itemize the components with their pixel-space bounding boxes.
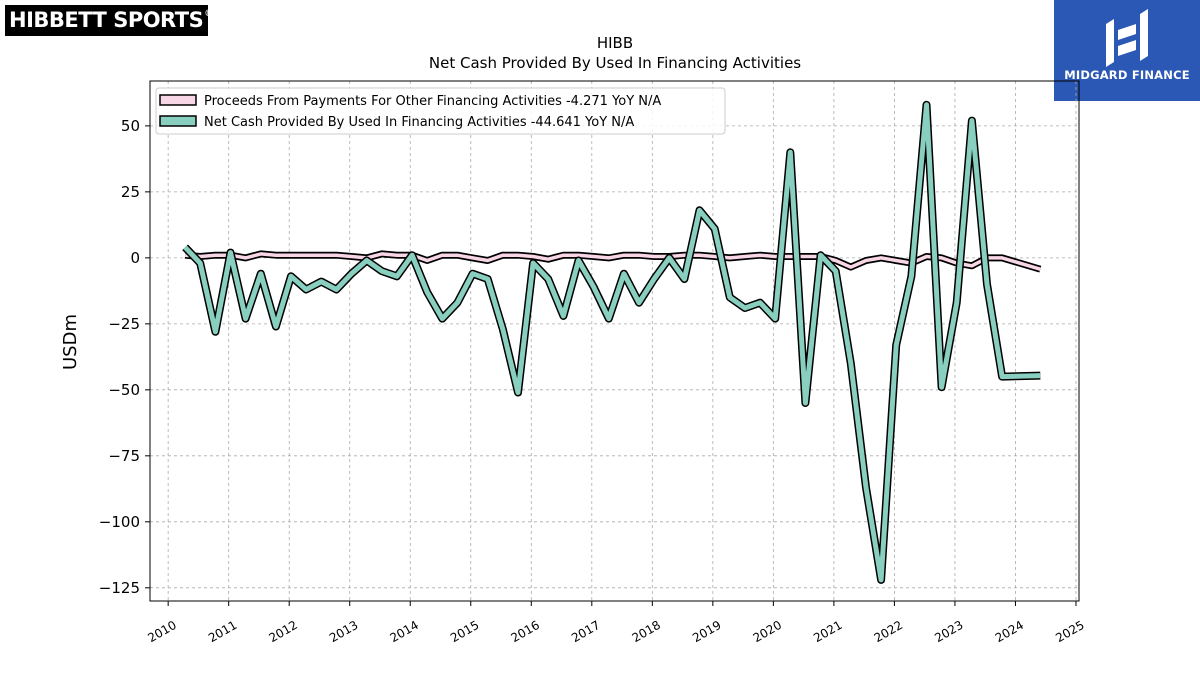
- y-axis-label: USDm: [60, 314, 81, 370]
- x-tick-label: 2025: [1053, 618, 1086, 645]
- x-tick-label: 2012: [266, 618, 299, 645]
- y-tick-label: −50: [108, 381, 140, 399]
- x-tick-label: 2020: [751, 618, 784, 645]
- legend-box: [155, 87, 726, 135]
- y-tick-label: 50: [121, 117, 140, 135]
- y-tick-label: 0: [130, 249, 140, 267]
- legend-label-2: Net Cash Provided By Used In Financing A…: [204, 115, 634, 130]
- midgard-finance-logo: MIDGARD FINANCE: [1054, 0, 1200, 101]
- chart-subtitle: Net Cash Provided By Used In Financing A…: [429, 54, 801, 72]
- y-tick-label: 25: [121, 183, 140, 201]
- x-axis-ticks: 2010 2011 2012 2013 2014 2015 2016 2017 2018 2019…: [145, 601, 1087, 645]
- x-tick-label: 2013: [327, 618, 360, 645]
- midgard-finance-label: MIDGARD FINANCE: [1064, 68, 1190, 82]
- x-tick-label: 2023: [932, 618, 965, 645]
- legend: Proceeds From Payments For Other Financi…: [155, 87, 726, 135]
- x-tick-label: 2015: [448, 618, 481, 645]
- y-tick-label: −75: [108, 447, 140, 465]
- x-tick-label: 2010: [145, 618, 178, 645]
- chart-title: HIBB: [597, 34, 633, 52]
- x-tick-label: 2017: [569, 618, 602, 645]
- series-line-2: [183, 102, 1041, 583]
- x-tick-label: 2016: [509, 618, 542, 645]
- y-tick-label: −125: [99, 579, 140, 597]
- hibbett-sports-logo: HIBBETT SPORTS®: [5, 5, 208, 36]
- y-tick-label: −100: [99, 513, 140, 531]
- legend-swatch-1: [159, 94, 197, 106]
- x-tick-label: 2024: [993, 618, 1026, 645]
- x-tick-label: 2011: [206, 618, 239, 645]
- x-tick-label: 2014: [388, 618, 421, 645]
- series-line-1: [184, 252, 1041, 271]
- legend-label-1: Proceeds From Payments For Other Financi…: [204, 94, 661, 109]
- registered-mark: ®: [204, 9, 208, 19]
- series-lines: [182, 100, 1042, 584]
- x-tick-label: 2021: [811, 618, 844, 645]
- y-axis-ticks: 50 25 0 −25 −50 −75 −100 −125: [99, 117, 150, 597]
- x-tick-label: 2018: [630, 618, 663, 645]
- x-tick-label: 2022: [872, 618, 905, 645]
- series-outline-2: [182, 100, 1041, 584]
- y-tick-label: −25: [108, 315, 140, 333]
- legend-swatch-2: [159, 115, 197, 127]
- x-tick-label: 2019: [690, 618, 723, 645]
- plot-frame: [149, 80, 1080, 602]
- hibbett-logo-text: HIBBETT SPORTS: [9, 8, 204, 32]
- midgard-emblem-icon: [1106, 9, 1148, 67]
